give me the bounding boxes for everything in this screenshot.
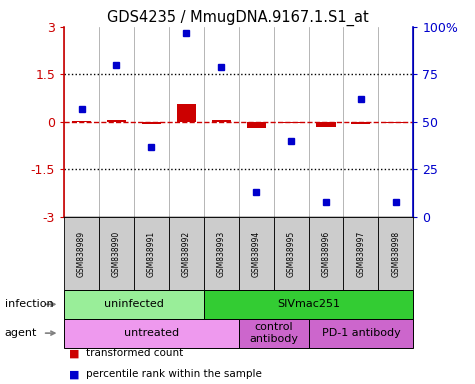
- Text: GSM838998: GSM838998: [391, 230, 400, 276]
- Bar: [72, 121, 91, 122]
- Text: infection: infection: [5, 299, 53, 310]
- Text: SIVmac251: SIVmac251: [277, 299, 340, 310]
- Text: transformed count: transformed count: [86, 348, 183, 358]
- Text: agent: agent: [5, 328, 37, 338]
- Text: control
antibody: control antibody: [249, 322, 298, 344]
- Text: GSM838990: GSM838990: [112, 230, 121, 276]
- Text: ■: ■: [69, 348, 79, 358]
- Text: PD-1 antibody: PD-1 antibody: [322, 328, 400, 338]
- Text: GSM838995: GSM838995: [286, 230, 295, 276]
- Bar: [212, 120, 231, 122]
- Text: GSM838994: GSM838994: [252, 230, 261, 276]
- Text: GSM838989: GSM838989: [77, 230, 86, 276]
- Bar: [142, 122, 161, 124]
- Text: untreated: untreated: [124, 328, 179, 338]
- Text: uninfected: uninfected: [104, 299, 164, 310]
- Text: GSM838997: GSM838997: [356, 230, 365, 276]
- Text: GSM838993: GSM838993: [217, 230, 226, 276]
- Bar: [352, 122, 370, 124]
- Bar: [386, 122, 405, 123]
- Text: GDS4235 / MmugDNA.9167.1.S1_at: GDS4235 / MmugDNA.9167.1.S1_at: [106, 10, 369, 26]
- Text: percentile rank within the sample: percentile rank within the sample: [86, 369, 261, 379]
- Text: ■: ■: [69, 369, 79, 379]
- Bar: [316, 122, 335, 127]
- Text: GSM838996: GSM838996: [322, 230, 331, 276]
- Bar: [107, 120, 126, 122]
- Text: GSM838992: GSM838992: [182, 230, 191, 276]
- Bar: [247, 122, 266, 127]
- Text: GSM838991: GSM838991: [147, 230, 156, 276]
- Bar: [177, 104, 196, 122]
